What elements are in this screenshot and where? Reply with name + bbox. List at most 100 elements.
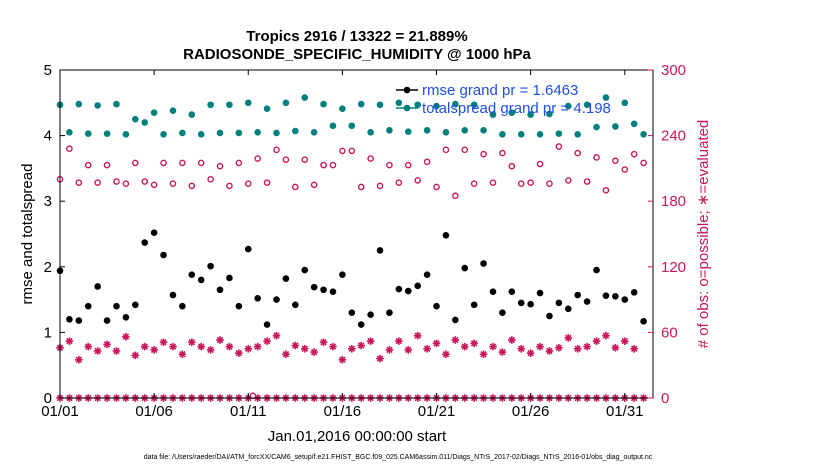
possible-obs-point (621, 166, 629, 173)
possible-obs-point (536, 160, 544, 168)
totalspread-point (132, 115, 139, 123)
possible-obs-point (103, 161, 111, 169)
possible-obs-point (404, 161, 412, 169)
rmse-point (103, 317, 111, 324)
possible-obs-point (602, 186, 610, 194)
evaluated-obs-point (329, 342, 337, 351)
totalspread-point (404, 128, 412, 135)
y-tick-label-right: 240 (661, 128, 686, 145)
rmse-point (423, 271, 431, 278)
rmse-point (367, 311, 374, 318)
rmse-point (292, 301, 299, 309)
evaluated-obs-point (423, 345, 431, 353)
y-tick-label-right: 0 (661, 390, 669, 407)
y-tick-label-left: 2 (44, 259, 52, 276)
possible-obs-point (433, 183, 440, 191)
rmse-point (244, 245, 252, 253)
evaluated-obs-point (319, 338, 328, 347)
x-tick-label: 01/21 (418, 403, 456, 420)
possible-obs-point (132, 159, 139, 167)
possible-obs-point (508, 162, 516, 170)
y-axis-label-right: # of obs: o=possible; ∗=evaluated (695, 120, 712, 349)
y-tick-label-right: 300 (661, 62, 686, 79)
totalspread-point (207, 101, 214, 109)
rmse-point (320, 286, 327, 294)
possible-obs-point (527, 179, 534, 186)
x-tick-label: 01/31 (606, 403, 644, 420)
rmse-point (593, 266, 600, 274)
evaluated-obs-point (253, 342, 262, 351)
rmse-point (536, 289, 544, 297)
rmse-point (179, 302, 186, 310)
rmse-point (499, 309, 506, 317)
evaluated-obs-point (235, 349, 243, 357)
possible-obs-point (452, 192, 459, 200)
evaluated-obs-point (508, 336, 516, 344)
possible-obs-point (357, 183, 365, 191)
evaluated-obs-point (84, 342, 93, 351)
totalspread-point (273, 129, 280, 137)
possible-obs-point (386, 161, 393, 169)
possible-obs-point (113, 178, 120, 185)
x-axis-label: Jan.01,2016 00:00:00 start (268, 428, 447, 445)
possible-obs-point (235, 159, 243, 167)
evaluated-obs-point (376, 354, 384, 363)
totalspread-point (433, 102, 440, 110)
rmse-point (564, 305, 572, 313)
rmse-point (395, 285, 403, 293)
possible-obs-point (94, 179, 101, 186)
totalspread-point (442, 129, 450, 136)
possible-obs-point (414, 177, 421, 184)
evaluated-obs-point (347, 345, 356, 353)
totalspread-point (527, 111, 534, 118)
rmse-point (188, 271, 196, 278)
possible-obs-point (226, 182, 233, 190)
rmse-point (404, 287, 412, 295)
possible-obs-point (122, 180, 130, 188)
possible-obs-point (555, 143, 563, 150)
y-tick-label-left: 1 (44, 324, 52, 341)
totalspread-point (461, 127, 469, 134)
evaluated-obs-point (620, 337, 629, 345)
totalspread-point (310, 129, 318, 136)
evaluated-obs-point (498, 348, 507, 356)
evaluated-obs-point (357, 341, 366, 350)
totalspread-point (169, 107, 177, 114)
possible-obs-point (282, 156, 290, 163)
rmse-point (442, 232, 450, 239)
rmse-point (583, 298, 591, 305)
rmse-point (508, 288, 516, 296)
possible-obs-point (216, 162, 224, 170)
rmse-point (122, 314, 130, 321)
possible-obs-point (583, 178, 591, 185)
possible-obs-point (141, 178, 149, 185)
possible-obs-point (499, 149, 506, 157)
evaluated-obs-point (413, 331, 422, 340)
rmse-point (301, 266, 309, 274)
totalspread-point (621, 99, 629, 107)
evaluated-obs-point (451, 336, 460, 344)
rmse-point (150, 229, 158, 236)
possible-obs-point (75, 179, 83, 186)
totalspread-point (216, 129, 224, 137)
x-tick-label: 01/16 (324, 403, 362, 420)
possible-obs-point (339, 147, 346, 155)
rmse-point (66, 315, 73, 323)
totalspread-point (122, 130, 130, 138)
totalspread-point (282, 99, 290, 107)
rmse-point (169, 291, 177, 299)
rmse-point (235, 302, 243, 310)
totalspread-point (150, 109, 158, 116)
rmse-point (555, 299, 563, 307)
y-tick-label-right: 120 (661, 259, 686, 276)
x-tick-label: 01/06 (135, 403, 173, 420)
rmse-point (339, 271, 346, 278)
rmse-point (386, 309, 393, 317)
plot-data (56, 94, 648, 402)
rmse-point (357, 321, 365, 328)
rmse-point (414, 282, 421, 290)
rmse-point (480, 260, 487, 267)
evaluated-obs-point (187, 338, 196, 347)
evaluated-obs-point (263, 337, 271, 345)
axes: 01/01 01/06 01/11 01/16 01/21 01/26 01/31 0 1 2 3 4… (41, 62, 686, 420)
